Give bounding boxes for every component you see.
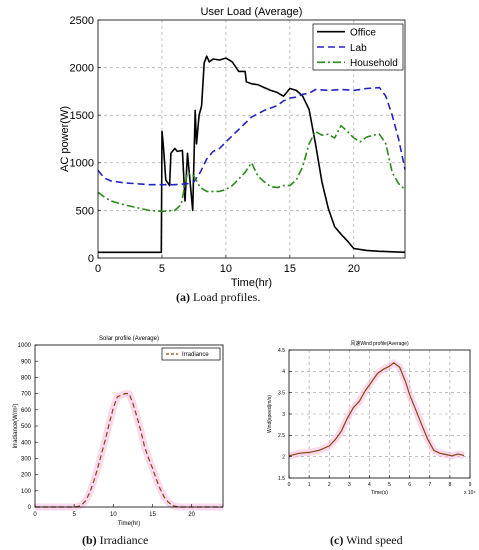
x-axis-label: Time(s) — [371, 490, 388, 496]
y-tick-label: 1000 — [70, 158, 94, 170]
x-tick-label: 6 — [408, 482, 411, 488]
y-tick-label: 100 — [21, 489, 32, 495]
y-tick-label: 300 — [21, 457, 32, 463]
y-tick-label: 3.5 — [278, 390, 285, 396]
caption-c-label: (c) — [330, 533, 344, 547]
y-axis-label: Wind(speed(m/s) — [267, 395, 273, 433]
x-tick-label: 10 — [220, 263, 232, 275]
caption-b-text: Irradiance — [96, 533, 149, 547]
y-tick-label: 500 — [21, 424, 32, 430]
x-tick-label: 3 — [348, 482, 351, 488]
chart-title: 风速Wind profile(Average) — [350, 341, 409, 347]
x-tick-label: 5 — [72, 512, 76, 518]
y-axis-label: Irradiance(W/m²) — [13, 403, 19, 448]
y-tick-label: 2 — [282, 454, 285, 460]
chart-1: 0 5 10 15 2001002003004005006007008009001000… — [13, 336, 224, 527]
series-line-office — [98, 55, 406, 254]
y-tick-label: 600 — [21, 408, 32, 414]
x-tick-label: 9 — [469, 482, 472, 488]
x-tick-label: 7 — [428, 482, 431, 488]
legend-box — [161, 347, 221, 361]
y-tick-label: 4 — [282, 369, 285, 375]
caption-c-text: Wind speed — [343, 533, 403, 547]
caption-c: (c) Wind speed — [330, 533, 403, 548]
legend-label: Office — [350, 28, 376, 39]
x-tick-label: 4 — [368, 482, 371, 488]
y-tick-label: 2500 — [70, 15, 94, 27]
chart-2: 0 1 2 3 4 5 6 7 8 9 1.5 2 2.5 3 3.5 4 4.5 风速Wind profile(… — [267, 341, 476, 496]
x-tick-label: 10 — [110, 512, 117, 518]
y-tick-label: 500 — [76, 205, 94, 217]
x-tick-label: 0 — [95, 263, 101, 275]
y-tick-label: 4.5 — [278, 348, 285, 354]
x-scale-label: x 10⁴ — [464, 490, 476, 496]
y-tick-label: 2.5 — [278, 433, 285, 439]
x-axis-label: Time(hr) — [231, 277, 272, 289]
y-tick-label: 900 — [21, 359, 32, 365]
plot-area — [35, 345, 223, 507]
y-tick-label: 200 — [21, 473, 32, 479]
y-tick-label: 700 — [21, 392, 32, 398]
caption-a-label: (a) — [176, 290, 190, 304]
y-tick-label: 800 — [21, 376, 32, 382]
legend-label: Household — [350, 58, 398, 69]
x-tick-label: 0 — [33, 512, 37, 518]
y-tick-label: 2000 — [70, 62, 94, 74]
chart-title: User Load (Average) — [201, 6, 303, 18]
y-tick-label: 1500 — [70, 110, 94, 122]
legend-label: Lab — [350, 43, 367, 54]
series-line-0 — [288, 362, 465, 457]
x-tick-label: 1 — [308, 482, 311, 488]
x-tick-label: 15 — [149, 512, 156, 518]
y-tick-label: 1000 — [18, 343, 32, 349]
x-tick-label: 0 — [288, 482, 291, 488]
series-line-lab — [97, 86, 406, 186]
series-line-household — [97, 124, 406, 213]
y-tick-label: 3 — [282, 412, 285, 418]
y-tick-label: 400 — [21, 440, 32, 446]
legend-label: Irradiance — [182, 352, 209, 358]
y-tick-label: 0 — [28, 505, 32, 511]
y-axis-label: AC power(W) — [59, 106, 71, 172]
x-tick-label: 5 — [388, 482, 391, 488]
series-line-irradiance — [35, 393, 223, 508]
x-tick-label: 20 — [348, 263, 360, 275]
y-tick-label: 1.5 — [278, 476, 285, 482]
chart-0: 0 5 10 15 20 0 500 1000 1500 2000 2500 User Load (A… — [59, 6, 406, 289]
caption-a: (a) Load profiles. — [176, 290, 260, 305]
caption-b-label: (b) — [82, 533, 97, 547]
y-tick-label: 0 — [88, 253, 94, 265]
caption-a-text: Load profiles. — [190, 290, 261, 304]
x-tick-label: 15 — [284, 263, 296, 275]
chart-title: Solar profile (Average) — [99, 336, 159, 342]
x-tick-label: 8 — [448, 482, 451, 488]
x-tick-label: 5 — [159, 263, 165, 275]
x-tick-label: 2 — [328, 482, 331, 488]
caption-b: (b) Irradiance — [82, 533, 148, 548]
x-tick-label: 20 — [188, 512, 195, 518]
x-axis-label: Time(hr) — [118, 521, 140, 527]
axes-frame — [97, 19, 406, 259]
